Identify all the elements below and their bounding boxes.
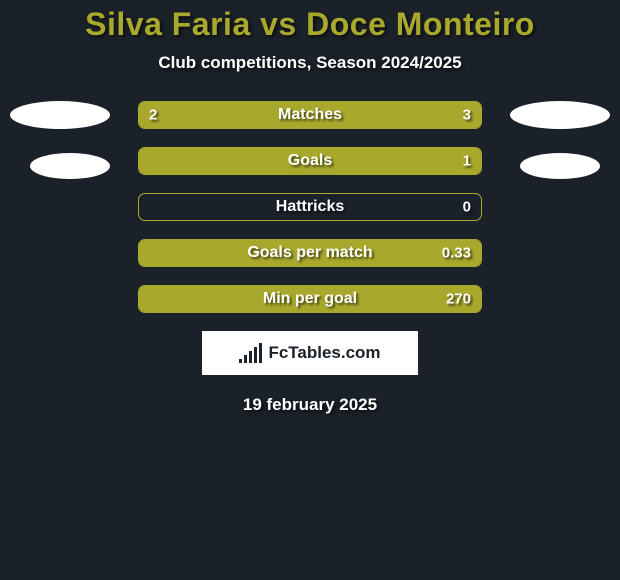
stat-label: Matches: [278, 106, 342, 124]
stat-row: Matches 2 3: [138, 101, 482, 129]
avatar-placeholder-right-2: [520, 153, 600, 179]
date-text: 19 february 2025: [0, 395, 620, 415]
stat-row: Goals 1: [138, 147, 482, 175]
stat-rows: Matches 2 3 Goals 1 Hattricks 0 Goals per match…: [138, 101, 482, 313]
stat-value-left: 2: [149, 107, 157, 124]
avatar-placeholder-left-2: [30, 153, 110, 179]
source-banner: FcTables.com: [202, 331, 418, 375]
stat-row: Goals per match 0.33: [138, 239, 482, 267]
stat-value-right: 0.33: [442, 245, 471, 262]
stat-fill-left: [139, 102, 276, 128]
stat-value-right: 270: [446, 291, 471, 308]
stat-label: Min per goal: [263, 290, 357, 308]
stat-label: Goals per match: [247, 244, 372, 262]
stat-row: Hattricks 0: [138, 193, 482, 221]
avatar-placeholder-left-1: [10, 101, 110, 129]
chart-stage: Matches 2 3 Goals 1 Hattricks 0 Goals per match…: [0, 101, 620, 313]
avatar-placeholder-right-1: [510, 101, 610, 129]
stat-value-right: 0: [463, 199, 471, 216]
banner-text: FcTables.com: [268, 343, 380, 363]
stat-row: Min per goal 270: [138, 285, 482, 313]
page-title: Silva Faria vs Doce Monteiro: [0, 0, 620, 43]
subtitle: Club competitions, Season 2024/2025: [0, 53, 620, 73]
stat-value-right: 1: [463, 153, 471, 170]
stat-label: Goals: [288, 152, 332, 170]
stat-label: Hattricks: [276, 198, 344, 216]
bars-icon: [239, 343, 262, 363]
stat-value-right: 3: [463, 107, 471, 124]
